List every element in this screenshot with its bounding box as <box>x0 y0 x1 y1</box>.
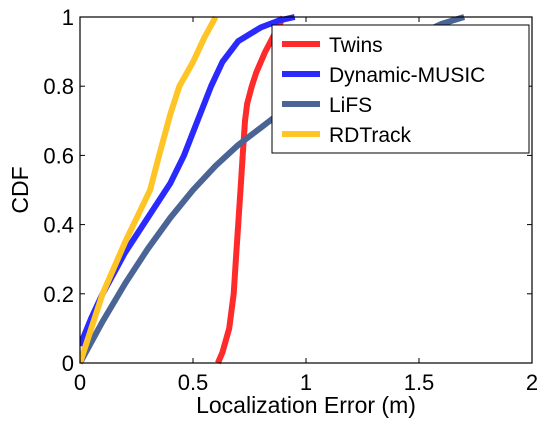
x-tick-label: 0 <box>74 370 86 395</box>
series-line-rdtrack <box>80 15 219 364</box>
series-line-twins <box>215 15 287 365</box>
y-tick-label: 0.6 <box>43 143 74 168</box>
y-tick-label: 0.4 <box>43 213 74 238</box>
legend: Twins Dynamic-MUSIC LiFS RDTrack <box>271 24 530 154</box>
y-tick-label: 0 <box>62 351 74 376</box>
y-tick-label: 0.2 <box>43 282 74 307</box>
x-tick-label: 1 <box>300 370 312 395</box>
legend-label-lifs: LiFS <box>329 94 372 117</box>
legend-label-rdtrack: RDTrack <box>329 124 412 147</box>
legend-label-twins: Twins <box>329 34 383 57</box>
legend-label-dynamic-music: Dynamic-MUSIC <box>329 64 485 87</box>
x-tick-label: 0.5 <box>178 370 209 395</box>
y-axis-label: CDF <box>7 166 33 213</box>
ticks-layer: 0 0.5 1 1.5 2 0 0.2 0.4 0.6 0.8 1 <box>43 5 538 395</box>
x-tick-label: 1.5 <box>404 370 435 395</box>
x-tick-label: 2 <box>526 370 538 395</box>
x-axis-label: Localization Error (m) <box>196 392 416 418</box>
y-tick-label: 0.8 <box>43 74 74 99</box>
y-tick-label: 1 <box>62 5 74 30</box>
